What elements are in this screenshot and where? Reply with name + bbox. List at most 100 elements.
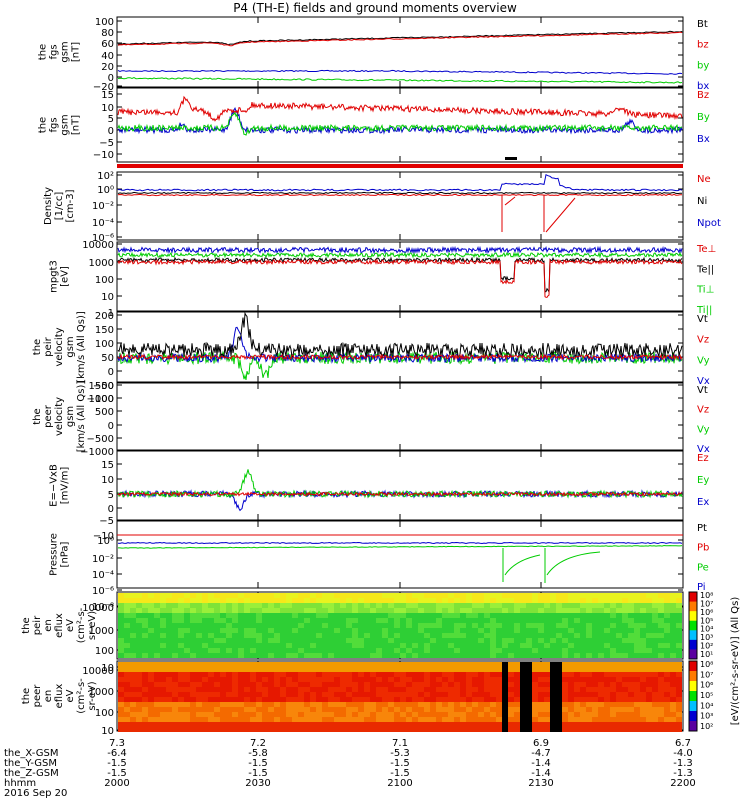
spectro-cell (448, 667, 454, 672)
spectro-cell (544, 667, 550, 672)
spectro-cell (178, 638, 184, 643)
spectro-cell (304, 623, 310, 628)
spectro-cell (220, 682, 226, 687)
spectro-cell (544, 608, 550, 613)
spectro-cell (658, 648, 664, 653)
spectro-cell (598, 598, 604, 603)
spectro-cell (580, 638, 586, 643)
spectro-cell (352, 697, 358, 702)
spectro-cell (244, 648, 250, 653)
spectro-cell (232, 608, 238, 613)
series-vt (117, 311, 683, 359)
spectro-cell (502, 598, 508, 603)
spectro-cell (424, 638, 430, 643)
spectro-cell (556, 672, 562, 677)
spectro-cell (190, 623, 196, 628)
ytick-label: −10 (93, 150, 114, 161)
spectro-cell (454, 638, 460, 643)
spectro-cell (124, 662, 130, 667)
spectro-cell (514, 608, 520, 613)
spectro-cell (430, 727, 436, 732)
colorbar-tick: 10⁸ (700, 591, 713, 600)
spectro-cell (130, 672, 136, 677)
spectro-cell (292, 682, 298, 687)
spectro-cell (382, 677, 388, 682)
spectro-cell (196, 628, 202, 633)
spectro-cell (550, 608, 556, 613)
spectro-cell (292, 722, 298, 727)
ytick-label: 5 (108, 490, 114, 501)
spectro-cell (190, 687, 196, 692)
spectro-cell (178, 628, 184, 633)
spectro-cell (184, 628, 190, 633)
xtick-r: 7.2 (250, 738, 266, 749)
series-bz (117, 31, 683, 47)
spectro-cell (196, 623, 202, 628)
spectro-cell (238, 707, 244, 712)
spectro-cell (304, 672, 310, 677)
spectro-cell (316, 623, 322, 628)
spectro-cell (466, 628, 472, 633)
spectro-cell (340, 603, 346, 608)
spectro-cell (484, 682, 490, 687)
spectro-cell (646, 633, 652, 638)
spectro-cell (472, 608, 478, 613)
spectro-cell (514, 643, 520, 648)
spectro-cell (346, 667, 352, 672)
spectro-cell (118, 638, 124, 643)
spectro-cell (262, 707, 268, 712)
spectro-cell (490, 687, 496, 692)
spectro-cell (244, 727, 250, 732)
spectro-cell (574, 608, 580, 613)
spectro-cell (652, 727, 658, 732)
spectro-cell (118, 712, 124, 717)
spectro-cell (514, 593, 520, 598)
spectro-cell (628, 633, 634, 638)
spectro-cell (670, 702, 676, 707)
spectro-cell (370, 653, 376, 658)
spectro-cell (532, 638, 538, 643)
spectro-cell (568, 613, 574, 618)
spectro-cell (580, 643, 586, 648)
spectro-cell (634, 648, 640, 653)
spectro-cell (160, 598, 166, 603)
ytick-label: 10000 (82, 666, 114, 677)
spectro-cell (154, 618, 160, 623)
spectro-cell (334, 598, 340, 603)
spectro-cell (238, 603, 244, 608)
spectro-cell (580, 598, 586, 603)
spectro-cell (424, 662, 430, 667)
spectro-cell (262, 653, 268, 658)
spectro-cell (598, 608, 604, 613)
spectro-cell (406, 638, 412, 643)
spectro-cell (172, 643, 178, 648)
spectro-cell (562, 712, 568, 717)
spectro-cell (418, 712, 424, 717)
spectro-cell (640, 712, 646, 717)
spectro-cell (232, 603, 238, 608)
spectro-cell (604, 608, 610, 613)
panel-frame-efield (116, 450, 684, 521)
spectro-cell (160, 682, 166, 687)
ytick-label: 15 (101, 460, 114, 471)
ytick-label: 200 (95, 311, 114, 322)
ylabel: the (21, 688, 32, 704)
spectro-cell (196, 702, 202, 707)
spectro-cell (334, 662, 340, 667)
spectro-cell (346, 722, 352, 727)
spectro-cell (646, 623, 652, 628)
spectro-cell (616, 643, 622, 648)
spectro-cell (562, 628, 568, 633)
spectro-cell (148, 702, 154, 707)
spectro-cell (544, 682, 550, 687)
spectro-cell (640, 707, 646, 712)
spectro-cell (262, 633, 268, 638)
spectro-cell (442, 677, 448, 682)
spectro-cell (142, 643, 148, 648)
spectro-cell (460, 648, 466, 653)
spectro-cell (502, 633, 508, 638)
spectro-cell (328, 643, 334, 648)
spectro-cell (340, 638, 346, 643)
spectro-cell (598, 648, 604, 653)
spectro-cell (298, 653, 304, 658)
